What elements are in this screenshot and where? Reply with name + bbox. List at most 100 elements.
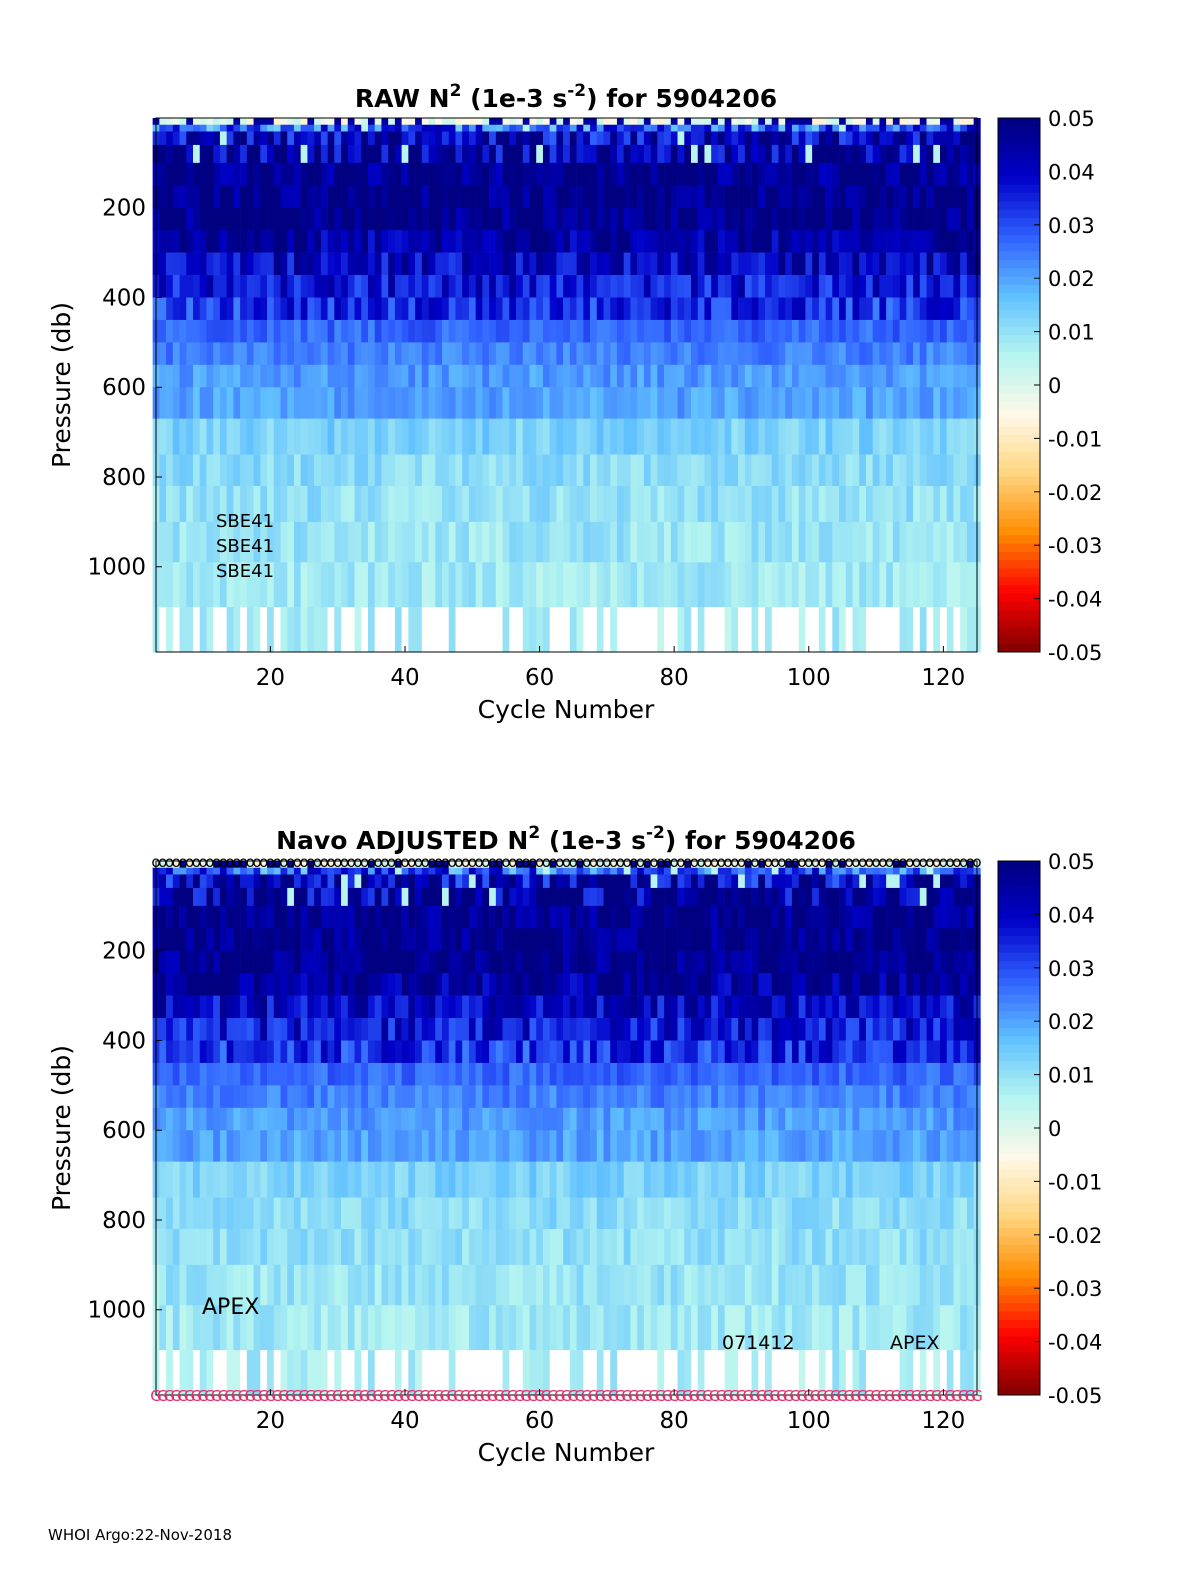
heatmap-cell (529, 454, 537, 487)
heatmap-cell (542, 905, 550, 929)
heatmap-cell (643, 995, 651, 1019)
heatmap-cell (711, 1161, 719, 1198)
heatmap-cell (542, 162, 550, 186)
heatmap-cell (516, 950, 524, 974)
heatmap-cell (791, 950, 799, 974)
heatmap-cell (468, 207, 476, 231)
heatmap-cell-missing (240, 1350, 248, 1395)
heatmap-cell (287, 485, 295, 523)
heatmap-cell (744, 1228, 752, 1266)
heatmap-cell (529, 485, 537, 523)
heatmap-cell (569, 387, 577, 419)
heatmap-cell (334, 861, 342, 869)
heatmap-cell (643, 252, 651, 276)
heatmap-cell (421, 1107, 429, 1131)
heatmap-cell (751, 995, 759, 1019)
heatmap-cell (724, 230, 732, 253)
heatmap-cell (374, 131, 382, 146)
heatmap-cell (906, 230, 914, 253)
raw-plot-frame (155, 117, 978, 653)
heatmap-cell (334, 905, 342, 929)
heatmap-cell (475, 364, 483, 388)
heatmap-cell (502, 1040, 510, 1064)
heatmap-cell (731, 485, 739, 523)
heatmap-cell (697, 521, 705, 563)
heatmap-cell (495, 1130, 503, 1162)
heatmap-cell (744, 387, 752, 419)
heatmap-cell (576, 1062, 584, 1086)
heatmap-cell (684, 454, 692, 487)
heatmap-cell (771, 185, 779, 209)
heatmap-cell (569, 950, 577, 974)
heatmap-cell (603, 485, 611, 523)
heatmap-cell (556, 1040, 564, 1064)
heatmap-cell (630, 1018, 638, 1041)
heatmap-cell (502, 887, 510, 907)
heatmap-cell (280, 1085, 288, 1109)
heatmap-cell (697, 387, 705, 419)
heatmap-cell (468, 275, 476, 298)
heatmap-cell (549, 118, 557, 126)
heatmap-cell (334, 297, 342, 321)
heatmap-cell (166, 124, 174, 132)
heatmap-cell (502, 485, 510, 523)
heatmap-cell (253, 1197, 261, 1230)
heatmap-cell (442, 1062, 450, 1086)
heatmap-cell (717, 275, 725, 298)
heatmap-cell (468, 387, 476, 419)
heatmap-cell (448, 861, 456, 869)
heatmap-cell (462, 364, 470, 388)
heatmap-cell (630, 905, 638, 929)
heatmap-cell (933, 319, 941, 343)
heatmap-cell (798, 418, 806, 455)
heatmap-cell (590, 995, 598, 1019)
heatmap-cell (172, 485, 180, 523)
heatmap-cell (475, 1062, 483, 1086)
heatmap-cell (859, 387, 867, 419)
heatmap-cell (892, 364, 900, 388)
heatmap-cell (805, 1062, 813, 1086)
heatmap-cell (260, 144, 268, 164)
heatmap-cell (347, 874, 355, 889)
heatmap-cell (684, 928, 692, 952)
heatmap-cell (489, 297, 497, 321)
heatmap-cell (502, 252, 510, 276)
heatmap-cell (542, 319, 550, 343)
heatmap-cell (260, 905, 268, 929)
heatmap-cell (569, 874, 577, 889)
heatmap-cell (327, 185, 335, 209)
heatmap-cell (516, 1107, 524, 1131)
heatmap-cell (859, 342, 867, 366)
heatmap-cell (354, 950, 362, 974)
heatmap-cell (314, 319, 322, 343)
heatmap-cell (664, 1107, 672, 1131)
heatmap-cell (253, 275, 261, 298)
heatmap-cell (744, 562, 752, 608)
heatmap-cell (650, 1161, 658, 1198)
heatmap-cell (415, 275, 423, 298)
heatmap-cell (946, 485, 954, 523)
heatmap-cell (300, 973, 308, 996)
heatmap-cell (637, 1264, 645, 1306)
heatmap-cell (455, 1264, 463, 1306)
heatmap-cell (832, 887, 840, 907)
heatmap-cell (206, 124, 214, 132)
heatmap-cell (583, 887, 591, 907)
heatmap-cell (596, 1018, 604, 1041)
heatmap-cell (724, 144, 732, 164)
heatmap-cell (791, 887, 799, 907)
heatmap-cell-missing (482, 1350, 490, 1395)
heatmap-cell (603, 905, 611, 929)
heatmap-cell (778, 144, 786, 164)
colorbar-segment (998, 226, 1040, 236)
heatmap-cell (428, 861, 436, 869)
heatmap-cell (616, 1305, 624, 1351)
heatmap-cell (206, 887, 214, 907)
heatmap-cell (246, 297, 254, 321)
heatmap-cell (818, 905, 826, 929)
heatmap-cell (489, 887, 497, 907)
heatmap-cell (421, 418, 429, 455)
heatmap-cell (213, 319, 221, 343)
heatmap-cell (435, 162, 443, 186)
heatmap-cell (664, 1018, 672, 1041)
